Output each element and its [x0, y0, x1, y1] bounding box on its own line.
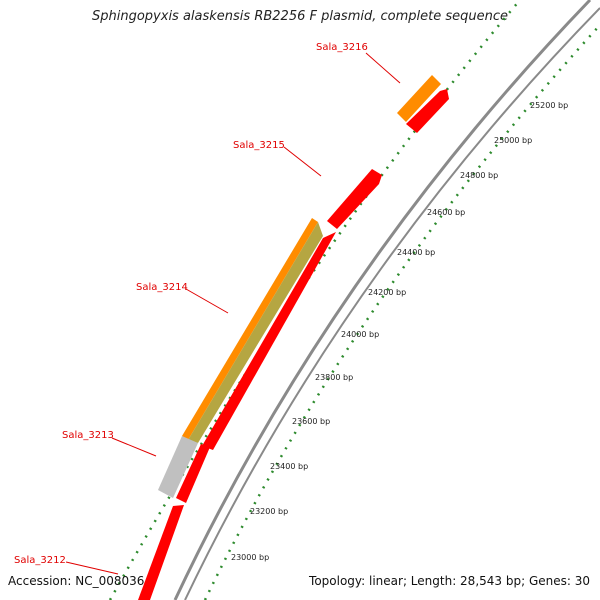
cds-arrow-sala-3216[interactable]: [406, 89, 449, 133]
topology-summary: Topology: linear; Length: 28,543 bp; Gen…: [309, 574, 590, 588]
label-leader-sala-3216: [365, 52, 401, 84]
gene-bar-sala-3216[interactable]: [397, 75, 441, 122]
map-title: Sphingopyxis alaskensis RB2256 F plasmid…: [92, 9, 508, 24]
pseudo-gene-sala-3213[interactable]: [158, 436, 198, 498]
gene-overlap-sala-3214[interactable]: [188, 222, 323, 443]
gene-label-sala-3214[interactable]: Sala_3214: [136, 282, 188, 293]
accession-label: Accession: NC_008036: [8, 574, 145, 588]
outer-tick-ring: [108, 0, 521, 600]
position-tick-label: 23600 bp: [292, 417, 330, 426]
label-leader-sala-3213: [111, 437, 157, 457]
cds-arrow-sala-3213[interactable]: [176, 444, 210, 503]
cds-arrow-sala-3214[interactable]: [202, 232, 336, 450]
label-leader-sala-3215: [283, 146, 322, 177]
position-tick-label: 23200 bp: [250, 507, 288, 516]
cds-arrow-sala-3212[interactable]: [138, 505, 184, 600]
gene-label-sala-3216[interactable]: Sala_3216: [316, 42, 368, 53]
position-tick-label: 24400 bp: [397, 248, 435, 257]
position-tick-label: 25000 bp: [494, 136, 532, 145]
position-tick-label: 24800 bp: [460, 171, 498, 180]
position-tick-label: 25200 bp: [530, 101, 568, 110]
label-leader-sala-3212: [65, 561, 119, 575]
cds-arrow-sala-3215[interactable]: [327, 169, 382, 229]
gene-label-sala-3213[interactable]: Sala_3213: [62, 430, 114, 441]
position-tick-label: 24200 bp: [368, 288, 406, 297]
position-tick-label: 23400 bp: [270, 462, 308, 471]
backbone-line: [173, 0, 592, 600]
position-tick-label: 24000 bp: [341, 330, 379, 339]
inner-tick-ring: [203, 24, 600, 600]
gene-bar-sala-3214[interactable]: [182, 218, 318, 440]
position-tick-label: 23000 bp: [231, 553, 269, 562]
position-tick-label: 24600 bp: [427, 208, 465, 217]
gene-label-sala-3212[interactable]: Sala_3212: [14, 555, 66, 566]
position-tick-label: 23800 bp: [315, 373, 353, 382]
backbone-line: [184, 7, 600, 600]
label-leader-sala-3214: [185, 288, 229, 314]
gene-label-sala-3215[interactable]: Sala_3215: [233, 140, 285, 151]
